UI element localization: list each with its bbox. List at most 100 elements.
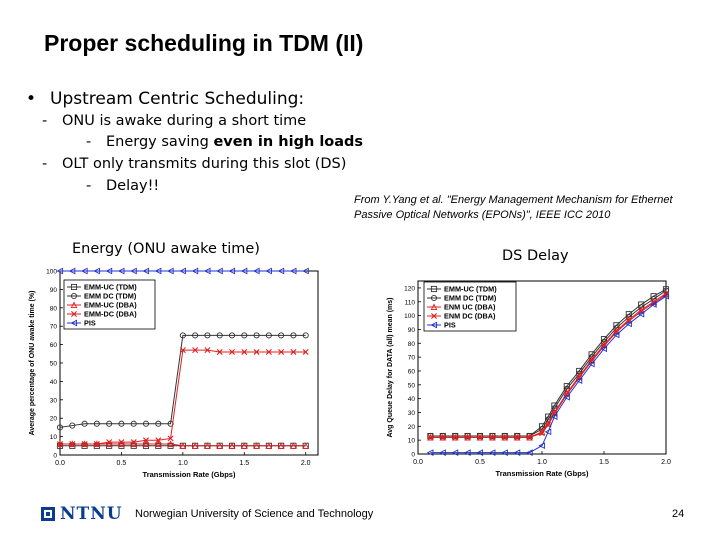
sub-bullet-1-text: ONU is awake during a short time (62, 113, 307, 129)
chart0-data-point (166, 267, 174, 275)
chart1-x-tick-label: 1.0 (537, 459, 547, 466)
delay-chart: 0.0 0.5 1.0 1.5 2.0 0 10 20 30 40 50 60 70 80 90 100 110… (387, 280, 671, 478)
chart0-data-point (278, 348, 285, 355)
chart0-data-point (265, 442, 273, 449)
chart0-data-point (118, 420, 125, 427)
chart1-data-point (477, 434, 483, 441)
chart1-data-point (637, 310, 645, 318)
chart0-data-point (265, 348, 272, 355)
sub-bullet-1a: - Energy saving even in high loads (86, 134, 364, 150)
chart0-y-tick-label: 40 (50, 379, 58, 386)
chart0-data-point (290, 442, 297, 449)
chart0-legend-marker (70, 283, 78, 291)
chart0-y-tick-label: 20 (50, 416, 58, 423)
chart0-data-point (192, 347, 199, 354)
ntnu-logo: NTNU (40, 504, 123, 524)
bullet-dot-icon: • (26, 89, 37, 109)
chart1-legend-label: PIS (444, 321, 456, 330)
chart0-data-point (204, 442, 211, 449)
delay-caption: DS Delay (502, 248, 569, 264)
chart0-data-point (290, 348, 297, 355)
chart0-legend-marker (70, 292, 78, 300)
chart1-data-point (463, 449, 471, 456)
chart1-data-point (544, 428, 552, 436)
chart0-data-point (81, 420, 88, 427)
chart0-data-point (68, 267, 76, 275)
chart0-data-point (93, 420, 100, 427)
ntnu-logo-icon (41, 507, 55, 521)
chart0-y-tick-label: 70 (50, 324, 58, 331)
chart0-data-point (130, 420, 137, 427)
chart1-y-tick-label: 60 (408, 368, 416, 375)
chart0-data-point (56, 424, 64, 431)
chart0-data-point (265, 332, 272, 339)
chart1-data-point (451, 449, 459, 456)
chart1-y-tick-label: 50 (408, 382, 416, 389)
energy-chart: 0.0 0.5 1.0 1.5 2.0 0 10 20 30 40 50 60 70 80 90 100 Tra… (29, 267, 319, 479)
chart0-data-point (155, 420, 162, 427)
chart0-data-point (241, 332, 248, 339)
footer-text: Norwegian University of Science and Tech… (135, 508, 374, 520)
chart0-data-point (204, 347, 211, 354)
chart0-data-point (143, 437, 149, 444)
chart0-y-tick-label: 30 (50, 397, 58, 404)
chart0-data-point (253, 442, 260, 449)
chart0-series-line (60, 349, 306, 445)
chart1-data-point (501, 449, 508, 456)
chart1-legend-label: ENM DC (DBA) (444, 312, 496, 321)
chart1-data-point (662, 292, 670, 300)
energy-caption: Energy (ONU awake time) (72, 241, 260, 257)
chart0-data-point (241, 348, 248, 355)
chart1-y-tick-label: 100 (404, 313, 415, 320)
chart0-data-point (93, 440, 100, 447)
chart1-data-point (439, 434, 446, 441)
chart1-legend-marker (430, 294, 438, 302)
chart0-data-point (142, 440, 150, 448)
chart0-x-axis-label: Transmission Rate (Gbps) (143, 470, 236, 479)
chart1-data-point (452, 434, 459, 441)
chart0-data-point (277, 267, 285, 275)
chart0-data-point (216, 332, 223, 339)
chart0-legend-marker (70, 319, 78, 327)
chart1-data-point (427, 432, 434, 440)
chart0-data-point (191, 442, 199, 449)
chart0-data-point (228, 442, 236, 449)
chart1-y-tick-label: 40 (408, 396, 416, 403)
chart0-y-tick-label: 100 (46, 269, 57, 276)
chart0-data-point (179, 442, 187, 449)
chart0-y-tick-label: 60 (50, 342, 58, 349)
chart0-data-point (302, 348, 309, 355)
chart1-data-point (439, 449, 446, 456)
chart0-data-point (81, 440, 88, 447)
chart1-y-tick-label: 70 (408, 355, 416, 362)
chart0-y-tick-label: 10 (50, 434, 58, 441)
chart1-data-point (476, 449, 484, 456)
chart1-y-tick-label: 110 (405, 299, 416, 306)
chart0-data-point (69, 422, 76, 429)
chart0-legend-marker (70, 301, 78, 309)
chart1-y-tick-label: 120 (404, 285, 415, 292)
chart0-data-point (290, 332, 297, 339)
chart1-data-point (587, 360, 595, 368)
chart0-data-point (192, 332, 199, 339)
chart0-data-point (289, 267, 297, 275)
chart0-data-point (105, 267, 113, 275)
chart1-y-tick-label: 20 (408, 424, 416, 431)
chart0-data-point (167, 440, 174, 448)
chart0-legend-label: EMM-UC (TDM) (84, 283, 137, 292)
chart1-data-point (575, 377, 583, 384)
chart1-data-point (464, 434, 471, 441)
chart0-series-line (59, 334, 306, 428)
chart1-data-point (427, 434, 434, 441)
chart1-x-tick-label: 2.0 (661, 459, 671, 466)
chart1-x-axis-label: Transmission Rate (Gbps) (496, 469, 589, 478)
chart0-data-point (80, 267, 88, 275)
chart0-series-line (60, 443, 306, 447)
chart0-x-tick-label: 2.0 (301, 460, 311, 467)
chart1-legend-marker (431, 313, 437, 319)
citation: From Y.Yang et al. "Energy Management Me… (354, 193, 673, 223)
chart1-data-point (513, 449, 521, 456)
chart0-legend-label: EMM DC (TDM) (84, 292, 137, 301)
slide-title: Proper scheduling in TDM (II) (44, 30, 364, 56)
chart0-data-point (179, 267, 186, 275)
